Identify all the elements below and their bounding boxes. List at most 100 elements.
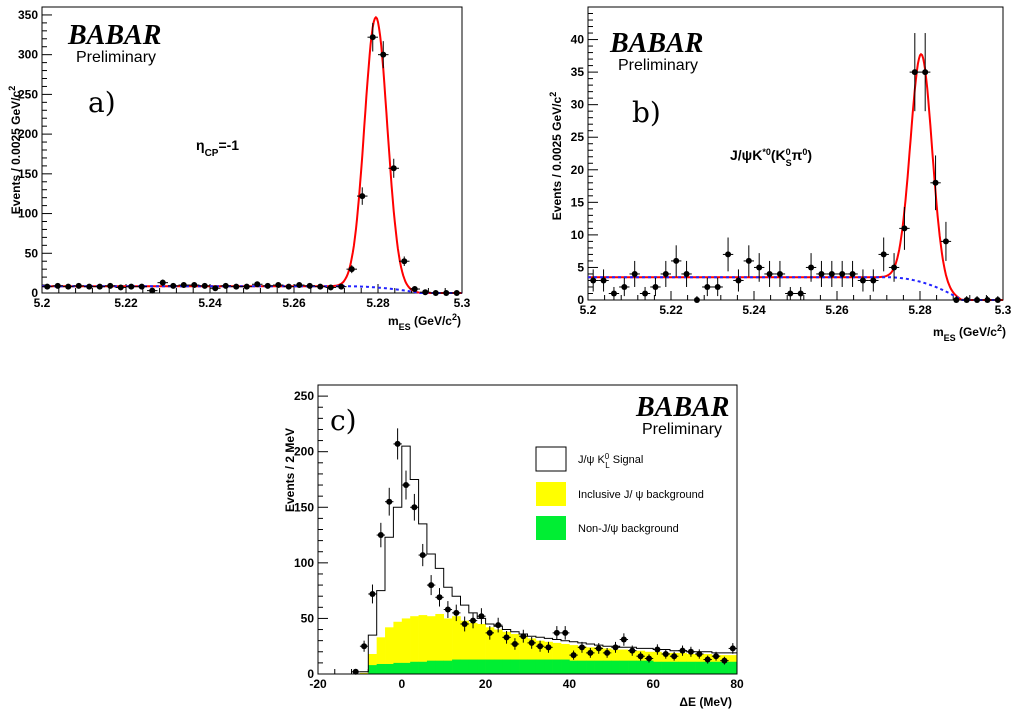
panel-b-point <box>839 270 846 277</box>
panel-c-ytick-label: 0 <box>307 667 314 681</box>
panel-b-point <box>849 270 856 277</box>
panel-c-bar-1 <box>477 659 486 674</box>
panel-c-brand: BABAR <box>635 392 729 423</box>
panel-c-bar-1 <box>452 659 461 674</box>
panel-b-point <box>974 297 981 303</box>
panel-b-point <box>735 277 742 284</box>
panel-c-bar-1 <box>678 661 688 674</box>
panel-b-point <box>600 277 607 284</box>
panel-c-bar-1 <box>401 662 411 674</box>
panel-b-point <box>745 257 752 264</box>
panel-a-point <box>96 283 103 290</box>
panel-a-point <box>359 193 366 200</box>
panel-c-point <box>495 622 502 629</box>
panel-b-point <box>631 270 638 277</box>
panel-c-bar-1 <box>636 660 646 674</box>
panel-a-xlabel: mES (GeV/c2) <box>388 312 461 332</box>
panel-b-point <box>984 297 991 303</box>
panel-c-bar-0 <box>385 627 394 674</box>
panel-c-point <box>377 532 384 539</box>
panel-b-label: b) <box>632 96 661 129</box>
panel-a-point <box>159 279 166 286</box>
panel-b-point <box>621 283 628 290</box>
panel-c-point <box>486 629 493 636</box>
panel-b-point <box>756 264 763 271</box>
panel-c-bar-0 <box>368 653 377 674</box>
panel-a-point <box>275 282 282 289</box>
panel-b-point <box>714 283 721 290</box>
panel-b-brand-sub: Preliminary <box>618 57 698 74</box>
panel-a-point <box>317 283 324 290</box>
panel-c-bar-1 <box>644 660 654 674</box>
panel-b-point <box>870 277 877 284</box>
panel-a-chart: a) BABAR Preliminary ηCP=-1 mES (GeV/c2)… <box>7 6 471 332</box>
panel-c-bar-1 <box>510 659 520 674</box>
panel-b-ytick-label: 20 <box>571 163 585 177</box>
panel-a-xtick-label: 5.22 <box>114 296 138 310</box>
panel-c-bar-1 <box>661 661 671 674</box>
panel-b-point <box>673 257 680 264</box>
panel-c-bar-1 <box>686 661 696 674</box>
panel-a-ytick-label: 100 <box>18 207 38 221</box>
panel-b-xtick-label: 5.28 <box>908 303 932 317</box>
panel-a-point <box>369 34 376 41</box>
panel-a-ytick-label: 50 <box>25 246 39 260</box>
panel-c-bar-1 <box>368 665 377 674</box>
panel-c-xtick-label: 80 <box>730 677 744 691</box>
panel-b-point <box>932 179 939 186</box>
panel-c-bar-0 <box>485 627 495 674</box>
panel-a-point <box>233 283 240 290</box>
panel-c-bar-0 <box>535 640 545 674</box>
panel-b-point <box>942 238 949 245</box>
legend-swatch-nonjpsi <box>536 516 566 540</box>
panel-b-ytick-label: 25 <box>571 130 585 144</box>
panel-a-point <box>138 283 145 290</box>
panel-c-bar-1 <box>628 660 637 674</box>
panel-a-point <box>422 289 429 296</box>
panel-c-frame-top <box>317 384 738 675</box>
panel-c-bar-0 <box>468 622 478 674</box>
panel-a-point <box>296 282 303 289</box>
panel-c-bar-0 <box>401 618 411 674</box>
panel-c-xtick-label: 20 <box>479 677 493 691</box>
panel-c-point <box>595 645 602 652</box>
panel-c-point <box>662 650 669 657</box>
panel-c-chart: c) BABAR Preliminary ΔE (MeV) Events / 2… <box>283 384 744 709</box>
panel-c-point <box>444 606 451 613</box>
panel-c-label: c) <box>330 404 357 437</box>
panel-b-xtick-label: 5.24 <box>742 303 766 317</box>
panel-c-bar-1 <box>586 660 595 674</box>
panel-c-ytick-label: 250 <box>294 389 314 403</box>
panel-c-bar-1 <box>619 660 629 674</box>
panel-c-point <box>419 552 426 559</box>
panel-b-ylabel: Events / 0.0025 GeV/c2 <box>548 92 564 220</box>
panel-c-bar-0 <box>359 672 369 674</box>
panel-a-point <box>380 51 387 58</box>
panel-c-point <box>620 636 627 643</box>
panel-c-ylabel: Events / 2 MeV <box>283 428 297 512</box>
legend-label-nonjpsi: Non-J/ψ background <box>578 523 679 535</box>
panel-c-point <box>478 613 485 620</box>
panel-b-curve-0 <box>588 52 1003 301</box>
panel-c-bar-1 <box>535 659 545 674</box>
panel-c-bar-0 <box>376 637 386 674</box>
panel-b-ytick-label: 15 <box>571 195 585 209</box>
panel-a-point <box>306 282 313 289</box>
panel-a-point <box>285 283 292 290</box>
panel-c-xtick-label: 60 <box>647 677 661 691</box>
panel-c-point <box>428 582 435 589</box>
panel-c-point <box>503 634 510 641</box>
panel-b-xtick-label: 5.26 <box>825 303 849 317</box>
panel-c-bar-1 <box>376 663 386 674</box>
panel-a-xtick-label: 5.24 <box>198 296 222 310</box>
panel-c-point <box>587 649 594 656</box>
panel-c-point <box>713 653 720 660</box>
panel-c-xtick-label: -20 <box>309 677 327 691</box>
panel-c-bar-0 <box>519 636 528 674</box>
panel-c-bar-1 <box>711 661 721 674</box>
panel-a-point <box>212 285 219 292</box>
panel-a-point <box>348 266 355 273</box>
panel-c-bar-1 <box>728 661 738 674</box>
panel-b-point <box>922 69 929 76</box>
